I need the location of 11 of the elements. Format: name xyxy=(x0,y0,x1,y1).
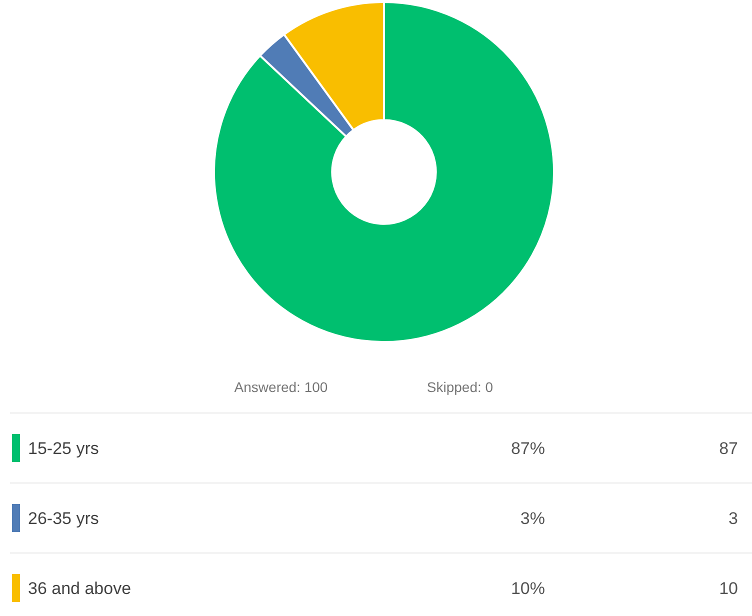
text: 87 xyxy=(719,439,738,458)
data-label: 10% xyxy=(510,579,545,598)
data-label: 87% xyxy=(510,439,545,458)
text: Skipped: 0 xyxy=(426,379,494,395)
text: 10 xyxy=(719,579,738,598)
legend-label: 26-35 yrs xyxy=(28,509,99,528)
text: Answered: 100 xyxy=(234,379,328,395)
legend-label: 36 and above xyxy=(28,579,132,598)
text: 3 xyxy=(728,509,738,528)
legend-label: 15-25 yrs xyxy=(28,439,99,458)
data-label: 3% xyxy=(520,509,545,528)
